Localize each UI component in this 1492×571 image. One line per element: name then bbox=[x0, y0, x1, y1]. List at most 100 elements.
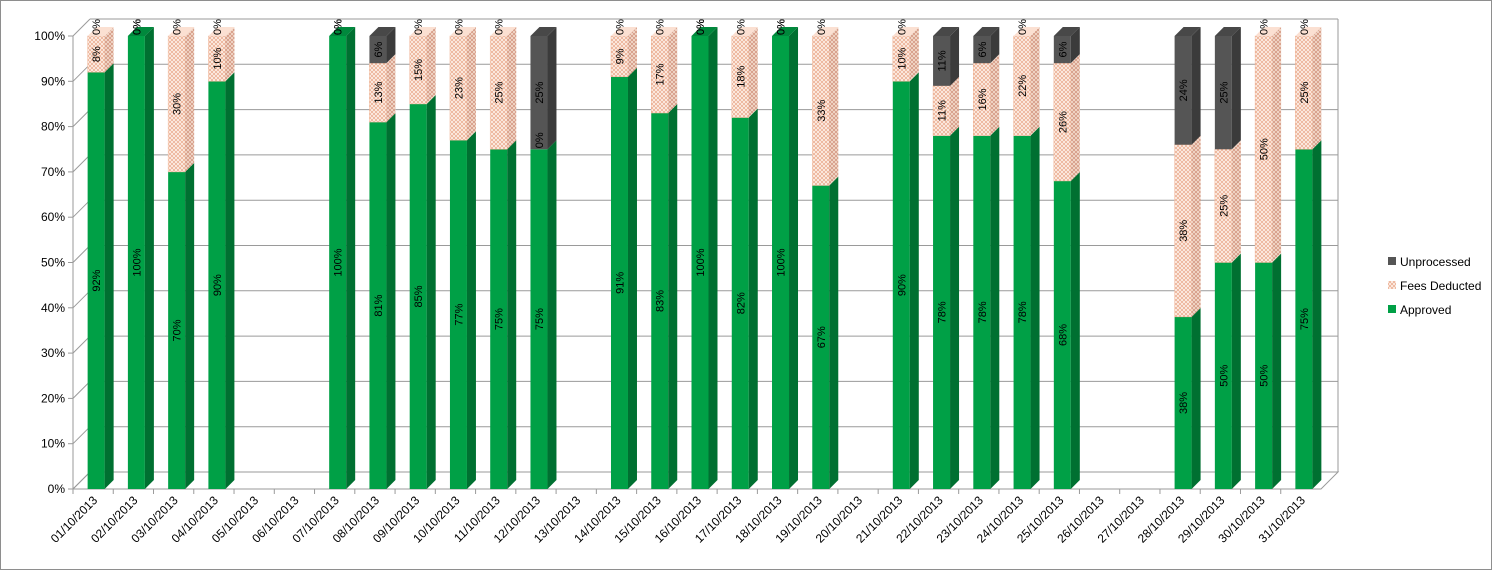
bar-side bbox=[225, 27, 235, 82]
gridline-depth bbox=[72, 18, 91, 37]
data-label: 0% bbox=[695, 19, 707, 35]
data-label: 17% bbox=[655, 63, 667, 85]
data-label: 15% bbox=[413, 59, 425, 81]
bar-segment-approved bbox=[168, 171, 186, 489]
bar-top bbox=[610, 27, 637, 36]
bar-side bbox=[1231, 140, 1241, 263]
bar-side bbox=[1312, 140, 1322, 489]
legend-label: Approved bbox=[1400, 303, 1451, 317]
data-label: 0% bbox=[212, 19, 224, 35]
data-label: 0% bbox=[1259, 19, 1271, 35]
bar-side bbox=[507, 27, 517, 150]
data-label: 0% bbox=[494, 19, 506, 35]
gridline-depth bbox=[72, 335, 91, 354]
bar-side bbox=[386, 54, 396, 123]
bar-top bbox=[1174, 27, 1201, 36]
data-label: 77% bbox=[453, 303, 465, 325]
bar-segment-unprocessed bbox=[1214, 36, 1232, 150]
bar-top bbox=[1013, 27, 1040, 36]
data-label: 0% bbox=[614, 19, 626, 35]
bar-segment-unprocessed bbox=[1053, 36, 1071, 64]
data-label: 30% bbox=[172, 93, 184, 115]
data-label: 75% bbox=[534, 308, 546, 330]
bar-top bbox=[772, 27, 799, 36]
bar-top bbox=[168, 27, 195, 36]
bar-segment-approved bbox=[933, 135, 951, 489]
bar-top bbox=[1053, 27, 1080, 36]
data-label: 70% bbox=[172, 319, 184, 341]
data-label: 75% bbox=[1299, 308, 1311, 330]
data-label: 75% bbox=[494, 308, 506, 330]
y-tick-label: 90% bbox=[41, 74, 65, 88]
bar-top bbox=[731, 27, 758, 36]
bar-segment-unprocessed bbox=[1174, 36, 1192, 145]
bar-side bbox=[1191, 135, 1201, 317]
bar-segment-approved bbox=[369, 122, 387, 489]
bar-side bbox=[748, 108, 758, 489]
data-label: 0% bbox=[816, 19, 828, 35]
bar-segment-approved bbox=[490, 149, 508, 489]
bar-segment-approved bbox=[208, 81, 226, 490]
bar-segment-unprocessed bbox=[973, 36, 991, 64]
bar-side bbox=[1231, 27, 1241, 150]
bar-side bbox=[507, 140, 517, 489]
y-tick-label: 0% bbox=[48, 482, 66, 496]
data-label: 78% bbox=[1017, 301, 1029, 323]
bar-top bbox=[329, 27, 356, 36]
bar-side bbox=[1191, 307, 1201, 489]
y-tick-label: 30% bbox=[41, 346, 65, 360]
bar-segment-approved bbox=[329, 36, 347, 489]
legend-label: Unprocessed bbox=[1400, 255, 1471, 269]
bar-side bbox=[104, 27, 114, 73]
data-label: 25% bbox=[494, 81, 506, 103]
bar-side bbox=[950, 27, 960, 86]
bar-segment-approved bbox=[409, 103, 427, 489]
bar-side bbox=[990, 27, 1000, 64]
bar-segment-approved bbox=[449, 140, 467, 489]
data-label: 25% bbox=[1218, 81, 1230, 103]
bar-side bbox=[829, 27, 839, 186]
data-label: 67% bbox=[816, 326, 828, 348]
gridline-depth bbox=[72, 63, 91, 82]
data-label: 68% bbox=[1057, 324, 1069, 346]
gridline-depth bbox=[72, 381, 91, 399]
data-label: 0% bbox=[413, 19, 425, 35]
legend: Unprocessed Fees Deducted Approved bbox=[1388, 255, 1481, 317]
gridline-depth bbox=[72, 471, 91, 490]
bar-top bbox=[208, 27, 235, 36]
bar-segment-approved bbox=[892, 81, 910, 490]
bar-side bbox=[225, 72, 235, 490]
bar-segment-approved bbox=[610, 76, 628, 490]
data-label: 26% bbox=[1057, 111, 1069, 133]
bar-top bbox=[449, 27, 476, 36]
bar-side bbox=[1231, 253, 1241, 489]
data-label: 83% bbox=[655, 290, 667, 312]
bar-side bbox=[829, 176, 839, 490]
bar-segment-approved bbox=[812, 185, 830, 490]
data-label: 38% bbox=[1178, 220, 1190, 242]
data-label: 23% bbox=[453, 77, 465, 99]
data-label: 24% bbox=[1178, 79, 1190, 101]
bar-segment-approved bbox=[1295, 149, 1313, 489]
gridline-depth bbox=[72, 426, 91, 445]
data-label: 0% bbox=[735, 19, 747, 35]
bar-side bbox=[466, 27, 476, 141]
gridline-depth bbox=[72, 245, 91, 263]
data-label: 22% bbox=[1017, 75, 1029, 97]
bar-side bbox=[466, 131, 476, 489]
data-label: 16% bbox=[977, 88, 989, 110]
bar-segment-approved bbox=[731, 117, 749, 489]
bar-segment-approved bbox=[530, 149, 548, 489]
data-label: 78% bbox=[977, 301, 989, 323]
data-label: 0% bbox=[131, 19, 143, 35]
bar-side bbox=[185, 162, 195, 489]
data-label: 11% bbox=[937, 100, 949, 121]
bar-side bbox=[144, 27, 154, 489]
bar-segment-approved bbox=[651, 113, 669, 489]
bar-top bbox=[127, 27, 154, 36]
bar-side bbox=[627, 67, 637, 490]
y-tick-label: 60% bbox=[41, 210, 65, 224]
data-label: 0% bbox=[776, 19, 788, 35]
data-label: 0% bbox=[131, 19, 143, 35]
bar-top bbox=[1255, 27, 1282, 36]
